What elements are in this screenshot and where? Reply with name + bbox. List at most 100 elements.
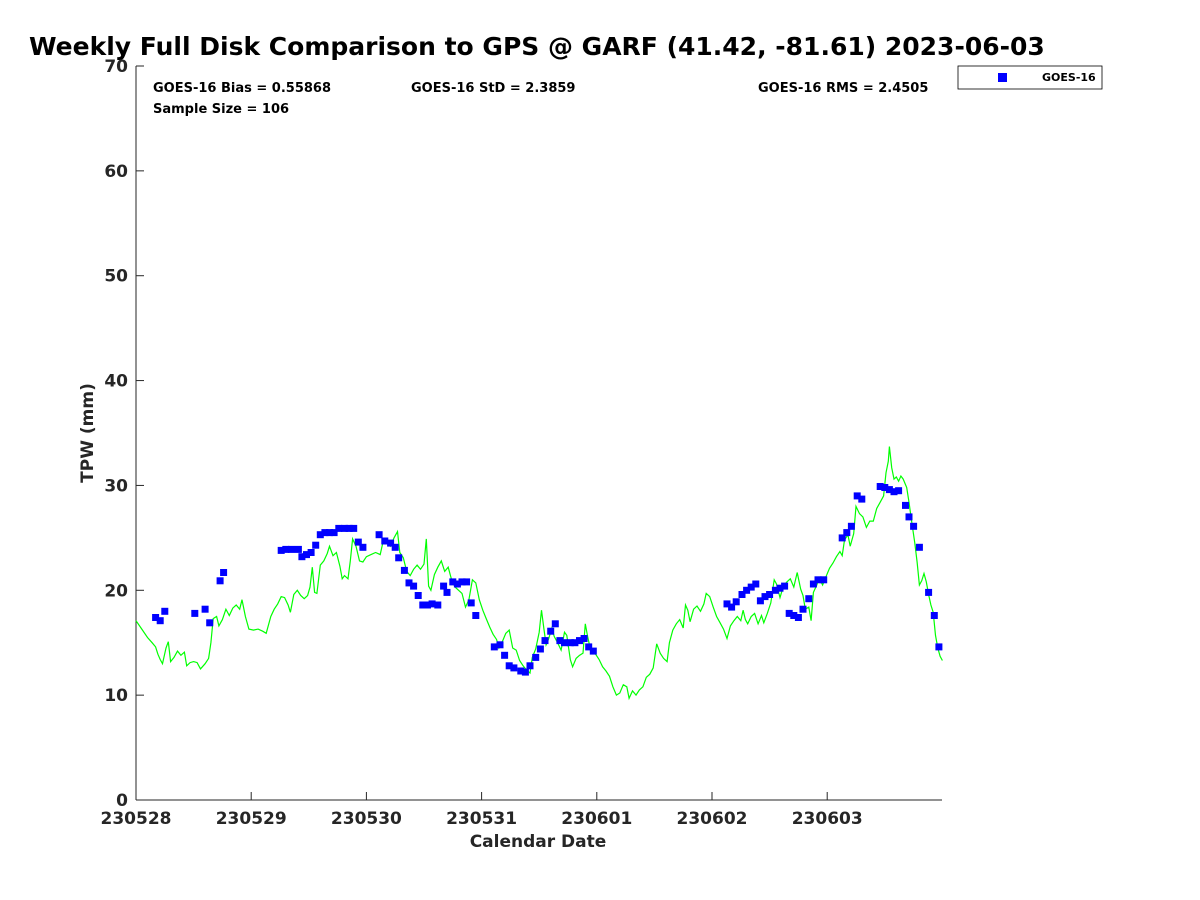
x-tick-label: 230528 [101,809,172,829]
y-tick-label: 60 [104,162,128,182]
goes16-point [458,578,466,586]
goes16-series [152,483,943,676]
x-tick-label: 230529 [216,809,287,829]
goes16-point [316,531,324,539]
goes16-point [799,605,807,613]
goes16-point [330,529,338,537]
x-tick-label: 230603 [792,809,863,829]
goes16-point [156,617,164,625]
goes16-point [359,543,367,551]
y-tick-label: 10 [104,686,128,706]
goes16-point [505,662,513,670]
y-tick-label: 40 [104,372,128,392]
goes16-point [915,543,923,551]
y-tick-label: 50 [104,267,128,287]
goes16-point [532,653,540,661]
goes16-point [728,603,736,611]
x-tick-label: 230530 [331,809,402,829]
goes16-point [536,645,544,653]
goes16-point [756,597,764,605]
y-axis-label: TPW (mm) [78,383,98,483]
bias-stat: GOES-16 Bias = 0.55868 [153,81,331,96]
goes16-point [341,524,348,532]
goes16-point [589,647,597,655]
goes16-point [161,607,169,615]
y-tick-label: 70 [104,57,128,77]
goes16-point [288,545,295,553]
goes16-point [576,637,583,645]
goes16-point [820,576,828,584]
goes16-point [551,620,559,628]
goes16-point [910,522,918,530]
y-tick-label: 0 [116,791,128,811]
goes16-point [566,639,574,647]
goes16-point [521,668,529,676]
goes16-point [326,529,333,537]
goes16-point [440,582,448,590]
legend-box [957,65,1103,90]
goes16-point [467,599,475,607]
goes16-point [472,612,480,619]
goes16-point [881,484,889,491]
goes16-point [905,513,913,521]
goes16-point [395,554,403,562]
goes16-point [298,553,306,561]
goes16-point [400,566,408,574]
goes16-point [761,593,769,601]
x-tick-label: 230602 [677,809,748,829]
goes16-point [321,529,329,537]
goes16-point [191,609,199,617]
goes16-point [890,488,898,496]
goes16-point [277,546,285,554]
goes16-point [526,662,534,670]
goes16-point [794,614,802,621]
goes16-point [410,582,418,590]
goes16-point [790,612,798,619]
goes16-point [501,651,509,659]
goes16-point [428,600,436,608]
goes16-point [434,601,442,609]
goes16-point [496,641,504,649]
goes16-point [220,569,228,576]
legend: GOES-16 [957,65,1103,90]
x-axis-label: Calendar Date [470,832,607,852]
goes16-point [443,588,451,596]
goes16-point [809,580,817,588]
goes16-point [463,578,471,586]
goes16-point [935,643,943,651]
goes16-point [345,524,353,532]
goes16-point [843,529,851,537]
goes16-point [585,643,593,651]
goes16-point [312,541,320,549]
legend-marker [998,73,1007,82]
goes16-point [510,664,518,672]
x-tick-label: 230601 [561,809,632,829]
goes16-point [738,591,746,598]
goes16-point [925,588,933,596]
rms-stat: GOES-16 RMS = 2.4505 [758,81,928,96]
goes16-point [766,591,774,598]
goes16-point [391,543,399,551]
goes16-point [847,522,855,530]
goes16-point [732,598,740,606]
goes16-point [556,637,564,645]
goes16-point [419,601,427,609]
goes16-point [885,486,893,494]
legend-label: GOES-16 [1042,71,1096,84]
goes16-point [414,592,422,599]
goes16-point [781,582,789,590]
goes16-point [580,635,588,642]
sample-size-stat: Sample Size = 106 [153,102,289,117]
goes16-point [561,639,568,647]
goes16-point [424,601,431,609]
goes16-point [294,545,302,553]
goes16-point [547,627,555,635]
goes16-point [490,643,498,651]
goes16-point [152,614,160,621]
goes16-point [752,580,760,588]
goes16-point [449,578,457,586]
goes16-point [350,524,358,532]
goes16-point [785,609,793,617]
goes16-point [387,539,395,547]
